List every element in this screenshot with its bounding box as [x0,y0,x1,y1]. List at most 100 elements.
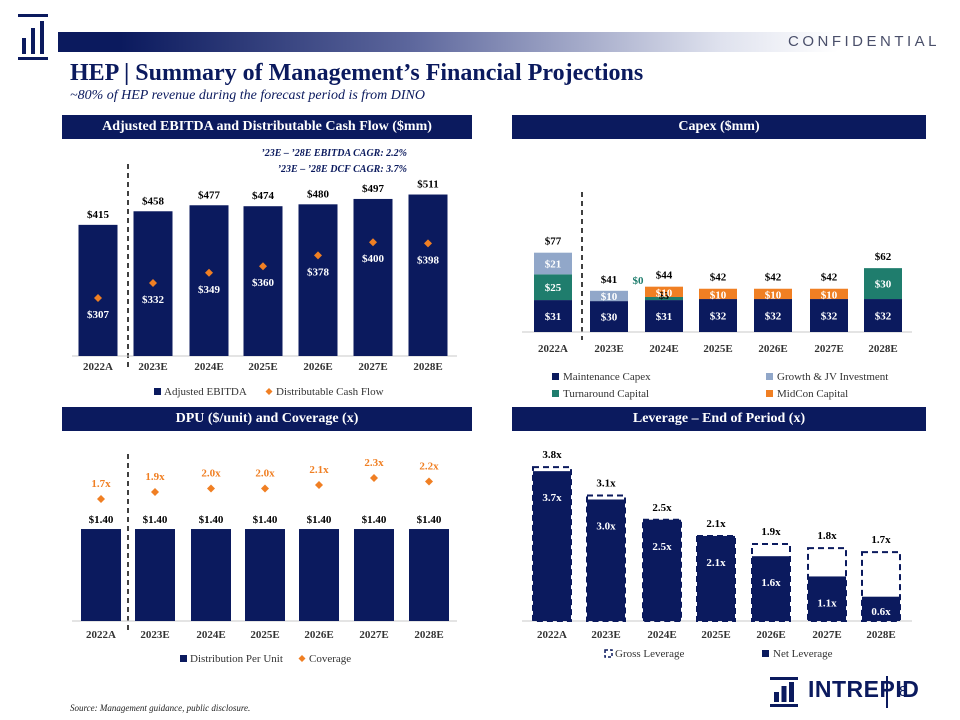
dcf-value-label: $360 [252,277,275,289]
capex-segment-midcon-capital [754,288,792,300]
dpu-bar [135,529,175,621]
x-tick-label: 2025E [248,361,277,373]
capex-segment-label: $32 [875,311,892,323]
coverage-marker [97,495,105,503]
ebitda-bar [243,206,283,356]
coverage-marker [151,488,159,496]
x-tick-label: 2022A [537,629,567,641]
gross-leverage-label: 1.7x [871,534,891,546]
capex-segment-label: $3 [659,291,669,302]
coverage-marker [261,484,269,493]
net-leverage-label: 2.5x [652,541,672,553]
dcf-value-label: $349 [198,284,221,296]
net-leverage-bar [533,471,571,621]
source-note: Source: Management guidance, public disc… [70,703,251,713]
ebitda-bar [408,194,448,356]
capex-segment-label: $10 [765,290,782,302]
legend-label-turnaround-capital: Turnaround Capital [563,388,649,400]
gross-leverage-label: 2.1x [706,518,726,530]
capex-segment-turnaround-capital [534,274,572,301]
dcf-value-label: $307 [87,309,110,321]
dpu-value-label: $1.40 [89,514,114,526]
net-leverage-bar [808,576,846,621]
dpu-value-label: $1.40 [143,514,168,526]
x-tick-label: 2025E [250,629,279,641]
net-leverage-label: 2.1x [706,557,726,569]
dpu-bar [81,529,121,621]
header-gradient-bar [58,32,838,52]
x-tick-label: 2027E [814,343,843,355]
x-tick-label: 2022A [86,629,116,641]
capex-total-label: $42 [710,272,727,284]
ebitda-value-label: $474 [252,190,275,202]
coverage-marker [370,474,378,482]
capex-segment-label: $25 [545,282,562,294]
legend-label-coverage: Coverage [309,653,351,665]
gross-leverage-outline [751,543,791,622]
legend-swatch-distribution-per-unit [180,655,187,662]
x-tick-label: 2028E [866,629,895,641]
capex-total-label: $77 [545,236,562,248]
dcf-marker [205,268,213,277]
net-leverage-label: 1.1x [817,597,837,609]
dpu-value-label: $1.40 [307,514,332,526]
x-tick-label: 2024E [649,343,678,355]
capex-segment-label: $32 [710,311,727,323]
confidential-label: CONFIDENTIAL [787,33,940,50]
x-tick-label: 2026E [303,361,332,373]
dpu-panel-header: DPU ($/unit) and Coverage (x) [62,407,472,431]
net-leverage-bar [643,519,681,621]
dcf-marker [369,238,377,247]
ebitda-bar [298,204,338,356]
brand-name: INTREPID [808,676,920,702]
legend-label-distribution-per-unit: Distribution Per Unit [190,653,283,665]
legend-swatch-gross-leverage [604,649,613,658]
capex-segment-maintenance-capex [864,299,902,332]
capex-segment-maintenance-capex [810,299,848,332]
capex-segment-turnaround-capital [864,268,902,300]
x-tick-label: 2023E [140,629,169,641]
legend-label-distributable-cash-flow: Distributable Cash Flow [276,386,384,398]
capex-segment-label: $31 [545,311,562,323]
coverage-value-label: 1.7x [91,478,111,490]
x-tick-label: 2028E [414,629,443,641]
legend-label-gross-leverage: Gross Leverage [615,648,684,660]
capex-chart: $31 $25 $21 $77 2022A $30 $10 $41 2023E $31 $3 $0 $1… [522,192,912,400]
capex-segment-label: $0 [633,275,645,287]
ebitda-value-label: $458 [142,195,165,207]
x-tick-label: 2023E [591,629,620,641]
capex-segment-growth-jv-investment [534,252,572,275]
x-tick-label: 2028E [868,343,897,355]
net-leverage-label: 3.0x [596,521,616,533]
legend-swatch-maintenance-capex [552,373,559,380]
leverage-panel-header: Leverage – End of Period (x) [512,407,926,431]
x-tick-label: 2023E [138,361,167,373]
intrepid-logo-icon [770,677,798,707]
x-tick-label: 2023E [594,343,623,355]
ebitda-value-label: $477 [198,189,221,201]
ebitda-value-label: $480 [307,188,330,200]
dpu-coverage-chart: $1.40 2022A $1.40 2023E $1.40 2024E $1.40 2025E… [72,454,457,665]
dpu-value-label: $1.40 [362,514,387,526]
ebitda-dcf-chart: ’23E – ’28E EBITDA CAGR: 2.2% ’23E – ’28E… [72,148,457,398]
legend-swatch-adjusted-ebitda [154,388,161,395]
ebitda-value-label: $511 [417,179,438,191]
coverage-value-label: 2.2x [419,461,439,473]
capex-segment-label: $10 [710,290,727,302]
capex-segment-label: $32 [765,311,782,323]
ebitda-panel-header: Adjusted EBITDA and Distributable Cash F… [62,115,472,139]
ebitda-value-label: $497 [362,183,385,195]
net-leverage-bar [862,596,900,621]
dcf-cagr-annotation: ’23E – ’28E DCF CAGR: 3.7% [278,164,407,175]
legend-label-midcon-capital: MidCon Capital [777,388,848,400]
ebitda-bar [189,205,229,356]
dpu-bar [354,529,394,621]
capex-total-label: $41 [601,274,618,286]
ebitda-bar [78,224,118,356]
dpu-bar [409,529,449,621]
x-tick-label: 2025E [701,629,730,641]
capex-segment-maintenance-capex [590,301,628,332]
coverage-value-label: 2.1x [309,464,329,476]
capex-segment-label: $10 [821,290,838,302]
coverage-marker [207,484,215,493]
